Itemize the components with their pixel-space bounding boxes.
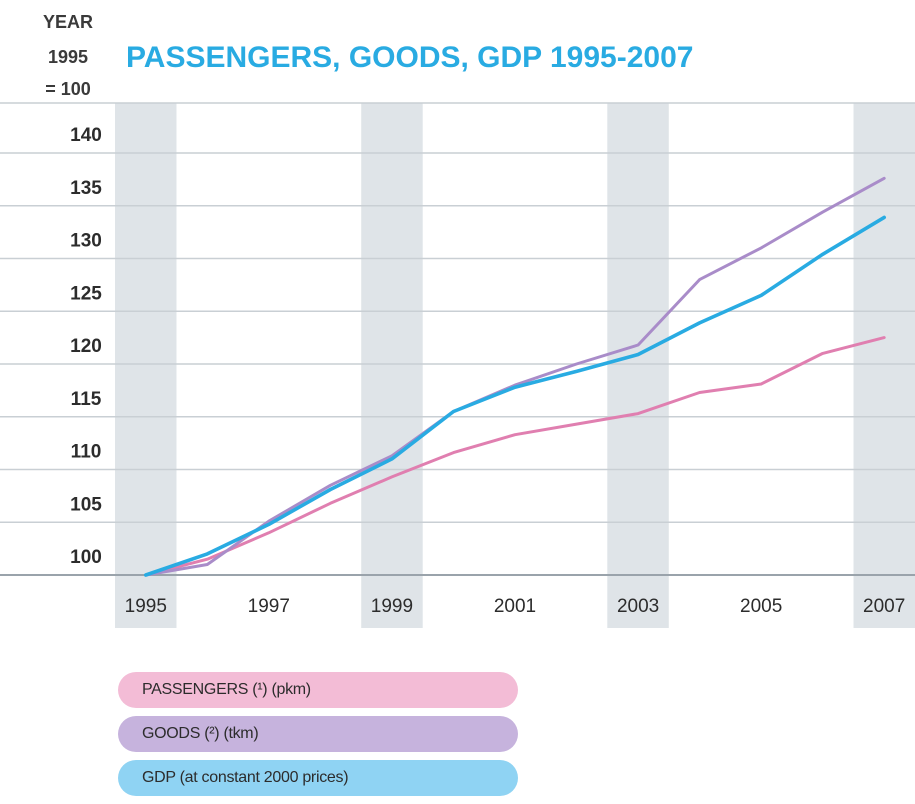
chart-title: PASSENGERS, GOODS, GDP 1995-2007: [126, 41, 693, 74]
legend-item-goods: GOODS (²) (tkm): [118, 716, 518, 752]
legend: PASSENGERS (¹) (pkm) GOODS (²) (tkm) GDP…: [118, 672, 518, 804]
x-tick-label-1999: 1999: [371, 596, 413, 617]
x-tick-label-2003: 2003: [617, 596, 659, 617]
y-tick-label-115: 115: [71, 389, 102, 410]
alternating-year-bands: [115, 103, 915, 628]
y-tick-label-135: 135: [70, 178, 102, 199]
year-band-2007: [854, 103, 915, 628]
series-line-gdp: [146, 217, 884, 575]
y-axis-label-line-3: = 100: [45, 79, 91, 99]
y-tick-label-125: 125: [70, 283, 102, 304]
x-tick-label-2007: 2007: [863, 596, 905, 617]
x-tick-label-2005: 2005: [740, 596, 782, 617]
year-band-1995: [115, 103, 177, 628]
legend-item-passengers: PASSENGERS (¹) (pkm): [118, 672, 518, 708]
y-tick-label-140: 140: [70, 125, 102, 146]
year-band-2003: [607, 103, 669, 628]
year-band-1999: [361, 103, 423, 628]
x-axis-tick-labels: 1995 1997 1999 2001 2003 2005 2007: [125, 596, 906, 617]
series-line-passengers: [146, 338, 884, 575]
series-lines: [146, 178, 884, 575]
x-tick-label-1995: 1995: [125, 596, 167, 617]
y-tick-label-105: 105: [70, 494, 102, 515]
y-tick-label-120: 120: [70, 336, 102, 357]
line-chart: 100 105 110 115 120 125 130 135 140 1995 1997 1999…: [0, 0, 915, 640]
y-axis-label: YEAR 1995 = 100: [43, 12, 93, 99]
y-axis-label-line-1: YEAR: [43, 12, 93, 32]
x-tick-label-2001: 2001: [494, 596, 536, 617]
y-axis-tick-labels: 100 105 110 115 120 125 130 135 140: [70, 125, 102, 568]
y-axis-label-line-2: 1995: [48, 47, 88, 67]
x-tick-label-1997: 1997: [248, 596, 290, 617]
legend-item-gdp: GDP (at constant 2000 prices): [118, 760, 518, 796]
y-tick-label-110: 110: [71, 442, 102, 463]
y-tick-label-100: 100: [70, 547, 102, 568]
y-tick-label-130: 130: [70, 231, 102, 252]
